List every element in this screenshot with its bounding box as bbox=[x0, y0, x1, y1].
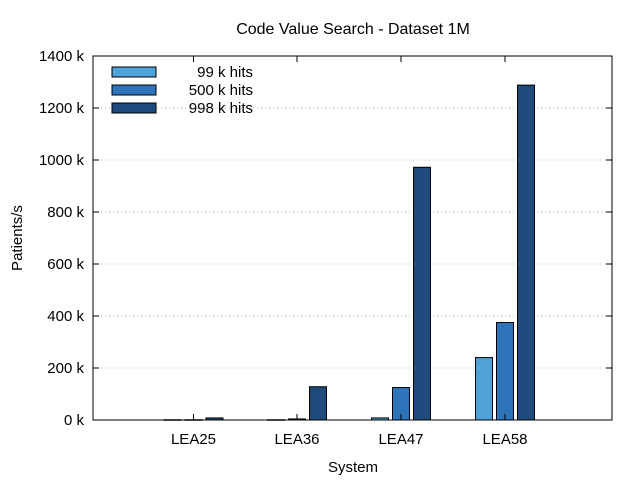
y-axis-ticks: 0 k 200 k 400 k 600 k 800 k 1000 k 1200 k 1400 … bbox=[39, 48, 612, 429]
y-tick-label: 800 k bbox=[47, 204, 84, 221]
y-tick-label: 1000 k bbox=[39, 152, 85, 169]
y-tick-label: 600 k bbox=[47, 256, 84, 273]
bar-lea47-series-3 bbox=[413, 166, 431, 421]
legend-swatch bbox=[111, 66, 157, 78]
legend-label: 998 k hits bbox=[189, 100, 253, 117]
x-axis-label: System bbox=[328, 459, 378, 476]
bar-lea58-series-2 bbox=[496, 322, 514, 421]
y-axis-label: Patients/s bbox=[9, 205, 26, 271]
legend-label: 500 k hits bbox=[189, 82, 253, 99]
plot-frame bbox=[92, 55, 613, 421]
legend-swatch bbox=[111, 84, 157, 96]
x-tick-label: LEA58 bbox=[482, 431, 527, 448]
x-axis-ticks: LEA25 LEA36 LEA47 LEA58 bbox=[171, 56, 528, 448]
x-tick-label: LEA47 bbox=[378, 431, 423, 448]
y-tick-label: 1400 k bbox=[39, 48, 85, 65]
x-tick-label: LEA25 bbox=[171, 431, 216, 448]
y-tick-label: 400 k bbox=[47, 308, 84, 325]
y-tick-label: 1200 k bbox=[39, 100, 85, 117]
y-tick-label: 0 k bbox=[64, 412, 85, 429]
chart-title: Code Value Search - Dataset 1M bbox=[236, 21, 470, 38]
x-tick-label: LEA36 bbox=[274, 431, 319, 448]
bar-lea36-series-3 bbox=[309, 386, 327, 421]
bars bbox=[163, 84, 535, 421]
bar-lea58-series-3 bbox=[517, 84, 535, 421]
legend-label: 99 k hits bbox=[197, 64, 253, 81]
bar-lea58-series-1 bbox=[475, 357, 493, 421]
legend-swatch bbox=[111, 102, 157, 114]
y-tick-label: 200 k bbox=[47, 360, 84, 377]
